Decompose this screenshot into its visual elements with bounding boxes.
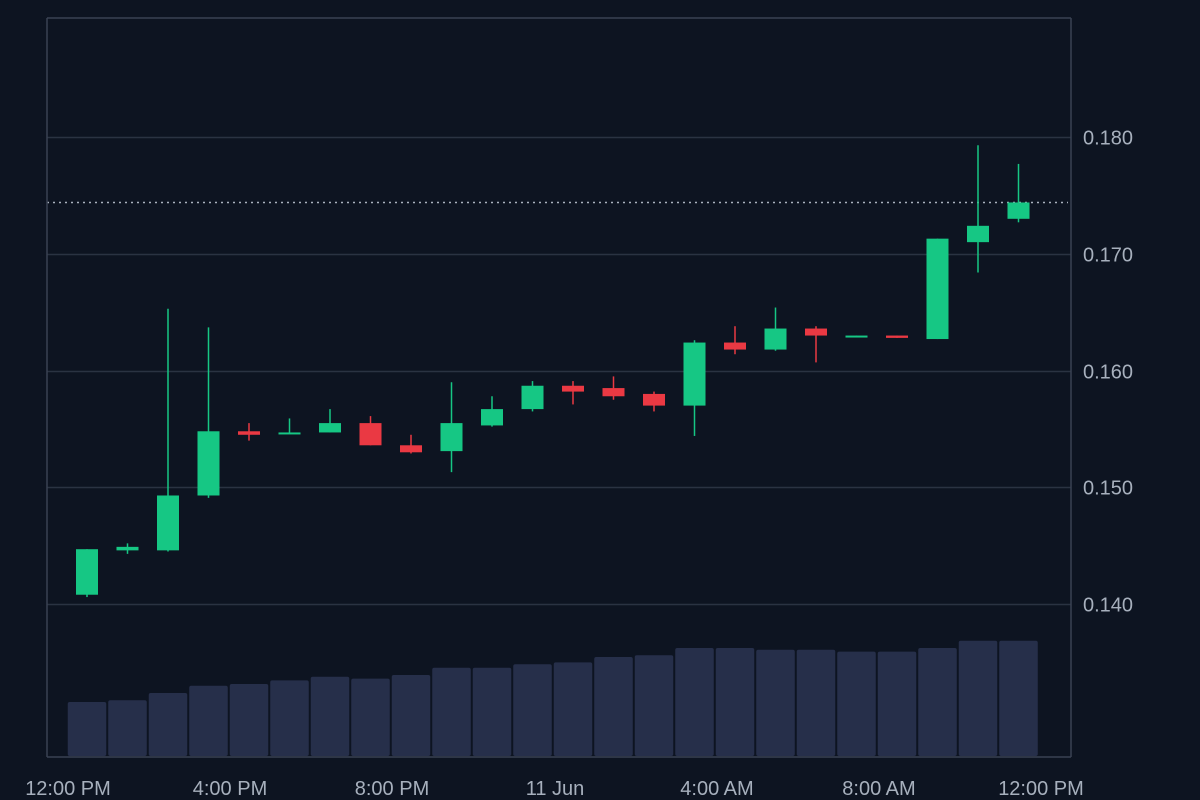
- candle-body: [602, 388, 625, 397]
- candle: [967, 145, 989, 273]
- candle: [764, 307, 787, 351]
- candle: [602, 376, 625, 400]
- candle: [805, 326, 827, 363]
- candle: [683, 340, 706, 436]
- candle-body: [157, 495, 179, 551]
- candle-body: [440, 423, 463, 452]
- candle: [440, 382, 463, 473]
- volume-bar: [67, 702, 107, 756]
- volume-bar: [472, 667, 512, 756]
- candle: [76, 549, 98, 598]
- candle-body: [197, 431, 220, 496]
- candle-body: [278, 432, 301, 435]
- volume-bar: [553, 662, 593, 756]
- candle-body: [845, 335, 868, 338]
- volume-bar: [310, 676, 350, 756]
- volume-bar: [594, 657, 633, 756]
- candle-body: [683, 342, 706, 406]
- candle: [238, 423, 260, 441]
- candles: [76, 145, 1030, 598]
- candle-body: [805, 328, 827, 336]
- volume-bar: [513, 664, 552, 756]
- volume-bar: [148, 693, 188, 756]
- candle: [359, 416, 382, 446]
- candle-body: [886, 335, 908, 338]
- volume-bar: [270, 680, 309, 756]
- volume-bar: [391, 675, 431, 756]
- chart-axes: [46, 17, 1072, 758]
- x-tick-label: 8:00 AM: [842, 778, 915, 800]
- candle-body: [400, 445, 422, 453]
- candle: [1007, 163, 1030, 223]
- y-tick-label: 0.180: [1083, 128, 1133, 150]
- y-tick-label: 0.150: [1083, 478, 1133, 500]
- candle: [319, 409, 341, 433]
- volume-bar: [189, 685, 228, 756]
- candle-body: [724, 342, 746, 350]
- volume-bar: [634, 655, 674, 756]
- volume-bar: [837, 651, 876, 756]
- candle-body: [643, 393, 665, 406]
- volume-bar: [877, 651, 917, 756]
- candle: [400, 434, 422, 454]
- x-tick-label: 12:00 PM: [25, 778, 111, 800]
- candle: [724, 326, 746, 355]
- y-tick-label: 0.170: [1083, 245, 1133, 267]
- volume-bar: [229, 684, 269, 756]
- candle-body: [319, 423, 341, 433]
- candle: [197, 327, 220, 498]
- volume-bar: [796, 649, 836, 756]
- volume-bar: [108, 700, 147, 756]
- candle: [521, 381, 544, 412]
- y-axis-tick-labels: 0.140 0.150 0.160 0.170 0.180: [1083, 128, 1133, 617]
- candle-body: [967, 225, 989, 243]
- candle-body: [116, 546, 139, 551]
- candle-body: [481, 409, 503, 426]
- y-tick-label: 0.160: [1083, 362, 1133, 384]
- volume-bar: [675, 648, 714, 756]
- candle: [643, 391, 665, 412]
- candle: [886, 335, 908, 338]
- x-tick-label: 4:00 PM: [193, 778, 267, 800]
- candle: [481, 396, 503, 427]
- candle: [845, 335, 868, 338]
- candle: [278, 418, 301, 435]
- candle-body: [926, 238, 949, 340]
- volume-bar: [715, 648, 755, 756]
- candle: [116, 543, 139, 554]
- x-tick-label: 8:00 PM: [355, 778, 429, 800]
- candle: [157, 308, 179, 552]
- candle: [562, 381, 584, 405]
- x-axis-tick-labels: 12:00 PM 4:00 PM 8:00 PM 11 Jun 4:00 AM 8:00 …: [25, 778, 1084, 800]
- volume-bar: [432, 667, 471, 756]
- candle: [926, 238, 949, 340]
- candle-body: [238, 431, 260, 435]
- candle-body: [76, 549, 98, 595]
- candle-body: [764, 328, 787, 350]
- volume-bar: [756, 649, 795, 756]
- volume-bar: [958, 640, 998, 756]
- volume-bar: [351, 678, 390, 756]
- y-tick-label: 0.140: [1083, 595, 1133, 617]
- candle-body: [359, 423, 382, 446]
- x-tick-label: 12:00 PM: [998, 778, 1084, 800]
- x-tick-label: 4:00 AM: [680, 778, 753, 800]
- candle-body: [562, 385, 584, 392]
- volume-bars: [67, 640, 1038, 756]
- candle-body: [521, 385, 544, 410]
- volume-bar: [999, 640, 1038, 756]
- x-tick-label: 11 Jun: [526, 778, 585, 800]
- volume-bar: [918, 648, 957, 756]
- candle-body: [1007, 202, 1030, 219]
